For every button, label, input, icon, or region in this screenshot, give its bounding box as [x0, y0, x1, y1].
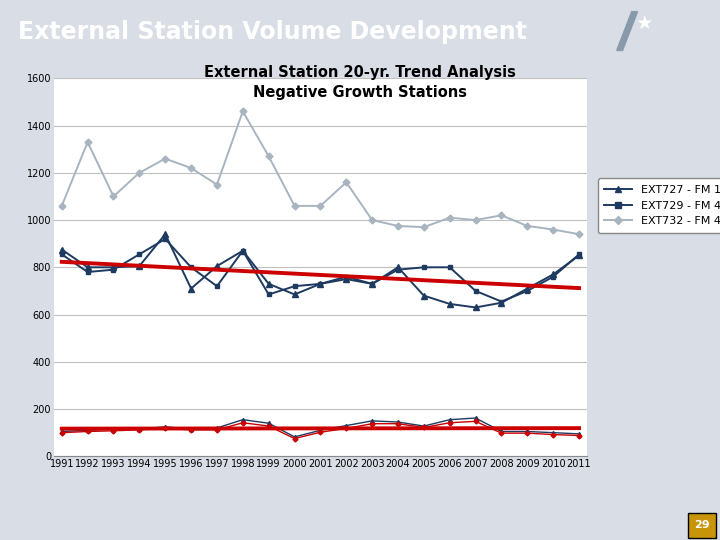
Text: 29: 29: [694, 520, 710, 530]
Text: External Station Volume Development: External Station Volume Development: [18, 21, 527, 44]
FancyBboxPatch shape: [688, 512, 716, 538]
Text: External Station 20-yr. Trend Analysis
Negative Growth Stations: External Station 20-yr. Trend Analysis N…: [204, 65, 516, 99]
Legend: EXT727 - FM 1527, EXT729 - FM 40, EXT732 - FM 400: EXT727 - FM 1527, EXT729 - FM 40, EXT732…: [598, 178, 720, 233]
Text: ★: ★: [636, 14, 653, 33]
